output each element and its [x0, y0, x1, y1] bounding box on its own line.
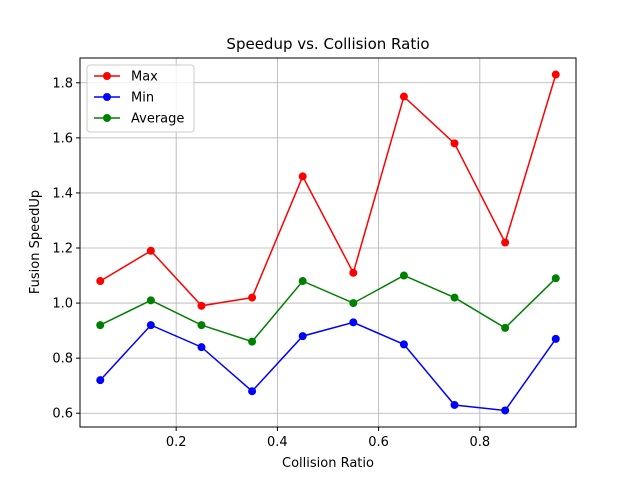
x-tick-label: 0.2 [166, 435, 187, 450]
x-tick-label: 0.8 [469, 435, 490, 450]
data-point-min [298, 332, 307, 341]
data-point-average [450, 293, 459, 302]
data-point-average [399, 271, 408, 280]
data-point-min [501, 406, 510, 415]
x-tick-label: 0.4 [267, 435, 288, 450]
data-point-min [96, 376, 105, 385]
y-tick-label: 1.4 [52, 186, 73, 201]
legend-marker-max [103, 72, 111, 80]
data-point-max [450, 139, 459, 148]
data-point-average [551, 274, 560, 283]
legend-label-average: Average [131, 112, 184, 127]
grid [80, 58, 576, 427]
data-point-max [501, 238, 510, 247]
data-point-min [197, 343, 206, 352]
x-axis-label: Collision Ratio [282, 456, 374, 471]
data-point-max [146, 246, 155, 255]
plot-frame [79, 57, 577, 428]
data-point-min [450, 400, 459, 409]
series-line-min [99, 321, 557, 412]
data-point-average [146, 296, 155, 305]
y-tick-label: 1.6 [52, 131, 73, 146]
data-point-min [551, 334, 560, 343]
series-layer [96, 70, 560, 415]
data-point-min [399, 340, 408, 349]
y-tick-label: 0.6 [52, 407, 73, 422]
data-point-max [96, 277, 105, 286]
data-point-max [248, 293, 257, 302]
data-point-average [501, 323, 510, 332]
data-point-average [248, 337, 257, 346]
data-point-min [349, 318, 358, 327]
data-point-max [551, 70, 560, 79]
y-tick-label: 1.0 [52, 297, 73, 312]
data-point-max [399, 92, 408, 101]
data-point-min [248, 387, 257, 396]
data-point-min [146, 321, 155, 330]
data-point-average [298, 277, 307, 286]
y-tick-label: 0.8 [52, 352, 73, 367]
legend-marker-average [103, 114, 111, 122]
legend-label-max: Max [131, 70, 158, 85]
legend: Max Min Average [86, 64, 195, 133]
data-point-average [96, 321, 105, 330]
data-point-max [298, 172, 307, 181]
legend-label-min: Min [131, 91, 154, 106]
legend-box [86, 64, 195, 133]
data-point-max [197, 301, 206, 310]
ticks: 0.2 0.4 0.6 0.8 0.6 0.8 1.0 1.2 1.4 1.6 1.8 [52, 76, 490, 450]
data-point-average [197, 321, 206, 330]
x-tick-label: 0.6 [368, 435, 389, 450]
series-line-average [99, 274, 557, 343]
series-line-max [99, 74, 557, 307]
legend-marker-min [103, 93, 111, 101]
y-tick-label: 1.8 [52, 76, 73, 91]
data-point-average [349, 299, 358, 308]
data-point-max [349, 268, 358, 277]
y-tick-label: 1.2 [52, 242, 73, 257]
y-axis-label: Fusion SpeedUp [28, 190, 43, 294]
chart-title: Speedup vs. Collision Ratio [226, 35, 429, 53]
